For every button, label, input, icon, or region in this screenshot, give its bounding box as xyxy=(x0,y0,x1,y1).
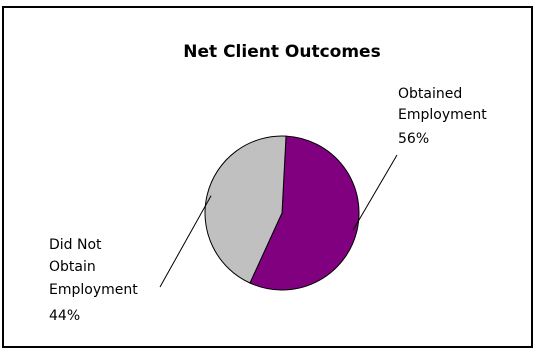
slice-label-line: Did Not xyxy=(49,237,102,253)
slice-label-did-not-obtain-employment: Did Not Obtain Employment 44% xyxy=(49,237,142,324)
slice-label-line: Obtain xyxy=(49,259,96,275)
slice-label-line: Employment xyxy=(49,282,138,298)
slice-label-line: Obtained xyxy=(398,86,462,102)
leader-lines xyxy=(159,154,398,288)
leader-line-1 xyxy=(159,195,212,288)
slice-percent-label: 44% xyxy=(49,308,80,324)
slice-label-line: Employment xyxy=(398,107,487,123)
pie-slice-0 xyxy=(249,135,360,291)
slice-percent-label: 56% xyxy=(398,131,429,147)
pie-slices xyxy=(204,135,360,291)
pie-slice-1 xyxy=(204,135,287,284)
slice-label-obtained-employment: Obtained Employment 56% xyxy=(398,86,491,147)
chart-title: Net Client Outcomes xyxy=(183,42,380,62)
leader-line-0 xyxy=(352,154,398,231)
